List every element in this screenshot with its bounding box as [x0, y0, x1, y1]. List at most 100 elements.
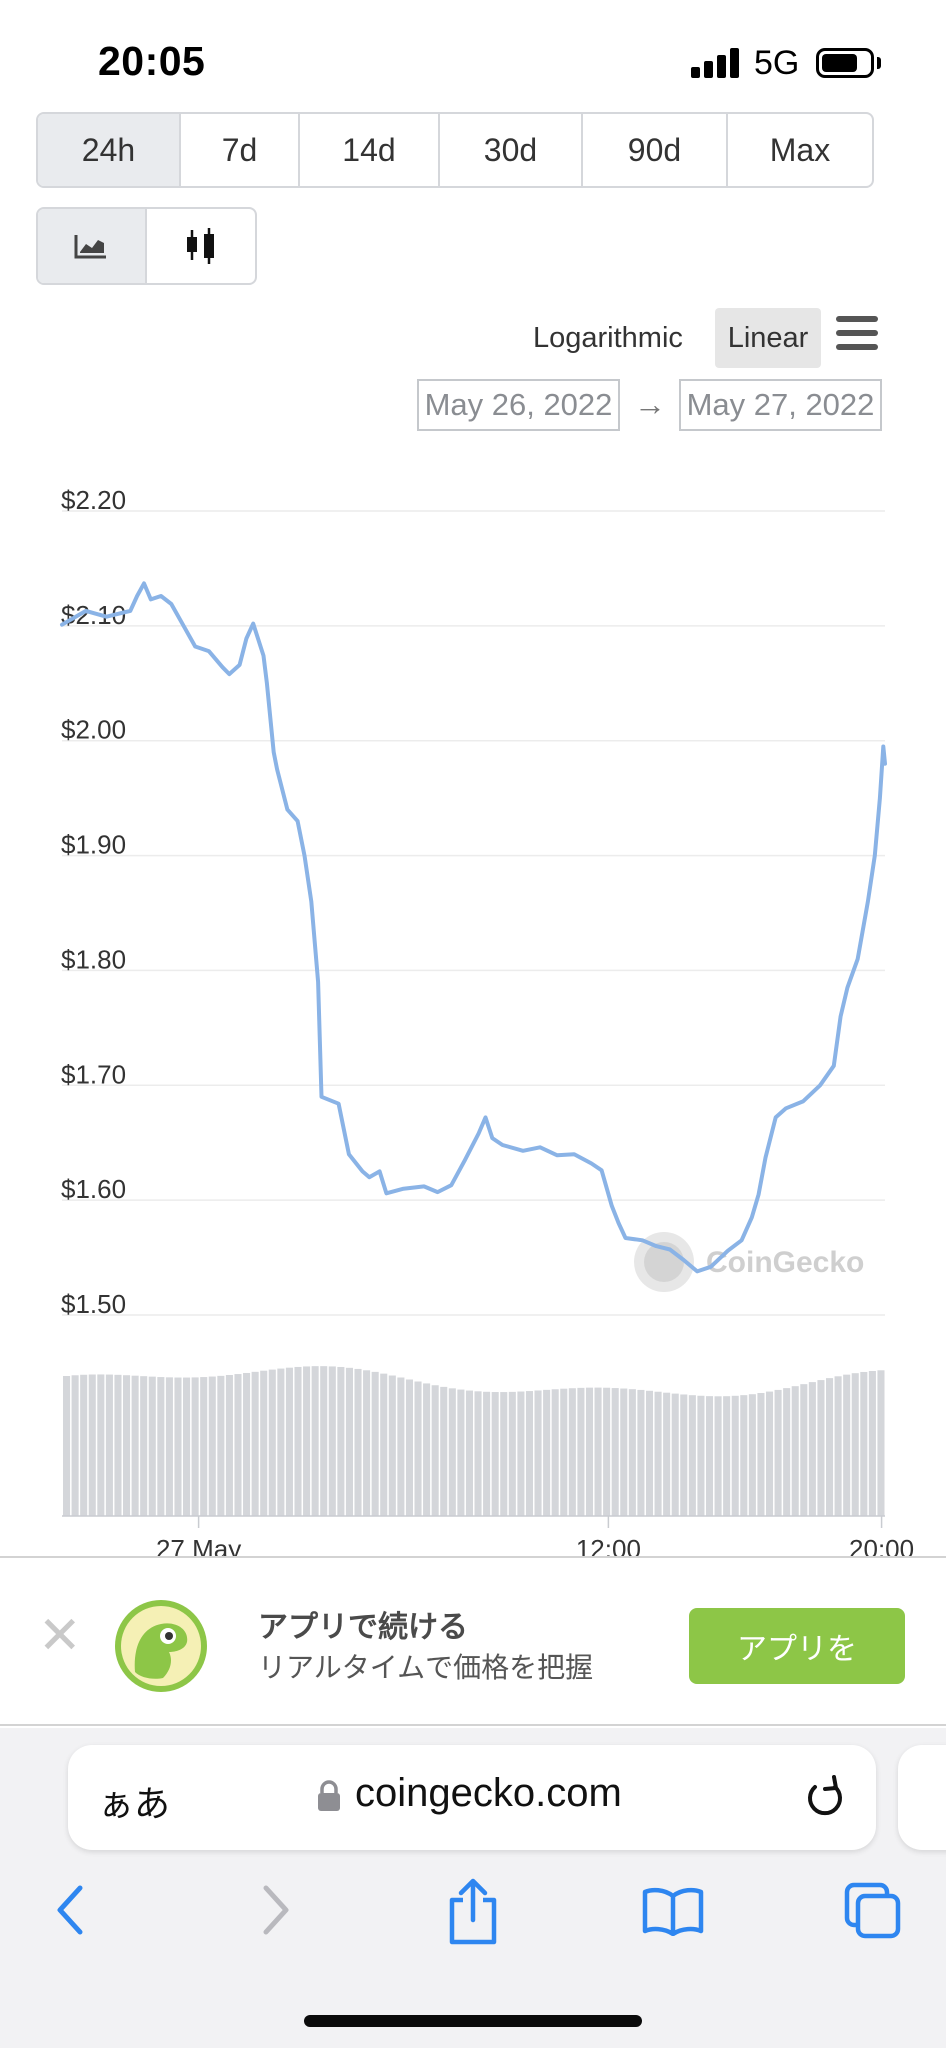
tab-label: 7d: [221, 131, 258, 168]
volume-bar: [405, 1379, 413, 1516]
y-tick-label: $1.70: [61, 1059, 126, 1089]
banner-title: アプリで続ける: [258, 1611, 468, 1644]
volume-bar: [577, 1387, 585, 1516]
volume-bar: [71, 1375, 79, 1516]
volume-bar: [217, 1375, 225, 1516]
volume-bar: [105, 1374, 113, 1516]
date-from-input[interactable]: May 26, 2022: [417, 379, 620, 431]
volume-bar: [285, 1367, 293, 1516]
volume-bar: [611, 1388, 619, 1516]
volume-bar: [628, 1389, 636, 1516]
volume-bar: [543, 1389, 551, 1516]
coingecko-logo: [115, 1600, 207, 1692]
volume-bar: [851, 1373, 859, 1516]
volume-bar: [243, 1372, 251, 1516]
next-tab-preview[interactable]: [898, 1745, 946, 1850]
app-promo-banner: ✕ アプリで続ける リアルタイムで価格を把握 アプリを: [0, 1556, 946, 1726]
volume-bar: [620, 1388, 628, 1516]
tab-24h[interactable]: 24h: [38, 114, 181, 186]
volume-bar: [80, 1374, 88, 1516]
y-tick-label: $2.00: [61, 715, 126, 745]
volume-bar: [63, 1376, 71, 1516]
volume-bar: [371, 1371, 379, 1516]
volume-bar: [157, 1377, 165, 1516]
tab-14d[interactable]: 14d: [300, 114, 440, 186]
volume-bar: [380, 1373, 388, 1516]
forward-icon[interactable]: [256, 1880, 296, 1940]
logarithmic-button[interactable]: Logarithmic: [533, 321, 683, 354]
chart-grid: [62, 510, 885, 1316]
volume-bar: [131, 1375, 139, 1516]
volume-bar: [345, 1367, 353, 1516]
volume-bar: [363, 1370, 371, 1516]
tab-90d[interactable]: 90d: [583, 114, 728, 186]
battery-icon: [816, 48, 874, 78]
linear-button[interactable]: Linear: [715, 308, 821, 368]
y-tick-label: $2.20: [61, 485, 126, 515]
volume-bar: [525, 1391, 534, 1516]
volume-bar: [688, 1395, 696, 1516]
open-app-button[interactable]: アプリを: [689, 1608, 905, 1684]
volume-bar: [474, 1391, 482, 1516]
date-to-input[interactable]: May 27, 2022: [679, 379, 882, 431]
volume-bar: [800, 1384, 808, 1516]
y-tick-label: $1.80: [61, 944, 126, 974]
line-chart-icon: [74, 235, 107, 259]
tab-label: 30d: [483, 131, 538, 168]
volume-bar: [637, 1389, 645, 1516]
volume-bars: [62, 1366, 885, 1517]
volume-bar: [714, 1396, 722, 1516]
volume-bar: [594, 1387, 602, 1516]
price-line: [60, 581, 887, 1274]
volume-bar: [491, 1392, 499, 1516]
tab-30d[interactable]: 30d: [440, 114, 583, 186]
volume-bar: [825, 1378, 834, 1516]
volume-bar: [268, 1369, 276, 1516]
hamburger-menu-icon[interactable]: [836, 316, 880, 352]
volume-bar: [697, 1395, 705, 1516]
url-text: coingecko.com: [355, 1771, 622, 1815]
candlestick-button[interactable]: [147, 209, 256, 283]
volume-bar: [140, 1376, 148, 1516]
volume-bar: [303, 1366, 311, 1516]
volume-bar: [765, 1391, 774, 1516]
tab-7d[interactable]: 7d: [181, 114, 300, 186]
price-chart[interactable]: $2.20$2.10$2.00$1.90$1.80$1.70$1.60$1.50…: [0, 460, 946, 1560]
volume-bar: [165, 1377, 173, 1516]
x-tick-label: 12:00: [576, 1534, 641, 1560]
line-chart-button[interactable]: [38, 209, 147, 283]
volume-bar: [560, 1388, 568, 1516]
volume-bar: [868, 1370, 876, 1516]
share-icon[interactable]: [446, 1878, 500, 1946]
volume-bar: [208, 1376, 216, 1516]
bookmarks-icon[interactable]: [642, 1886, 704, 1936]
date-range-arrow: →: [634, 386, 666, 422]
y-axis-labels: $2.20$2.10$2.00$1.90$1.80$1.70$1.60$1.50: [61, 485, 126, 1319]
volume-bar: [748, 1394, 756, 1516]
volume-bar: [328, 1366, 336, 1516]
home-indicator: [304, 2015, 642, 2027]
tab-label: 24h: [81, 131, 136, 168]
volume-bar: [423, 1383, 431, 1516]
volume-bar: [320, 1366, 328, 1516]
close-icon[interactable]: ✕: [38, 1607, 82, 1665]
back-icon[interactable]: [50, 1880, 90, 1940]
tabs-icon[interactable]: [844, 1882, 902, 1940]
volume-bar: [337, 1366, 345, 1516]
volume-bar: [808, 1382, 816, 1516]
x-tick-label: 27 May: [156, 1534, 241, 1560]
page-settings-button[interactable]: ぁあ: [98, 1783, 171, 1824]
candlestick-icon: [186, 228, 214, 264]
volume-bar: [723, 1396, 731, 1516]
tab-label: 90d: [627, 131, 682, 168]
volume-bar: [88, 1374, 96, 1516]
address-bar[interactable]: ぁあ coingecko.com: [68, 1745, 876, 1850]
reload-icon[interactable]: [801, 1773, 847, 1823]
volume-bar: [183, 1377, 191, 1516]
volume-bar: [448, 1388, 456, 1516]
volume-bar: [260, 1370, 268, 1516]
x-axis-labels: 27 May 12:00 20:00: [156, 1516, 914, 1560]
volume-bar: [663, 1392, 671, 1516]
tab-max[interactable]: Max: [728, 114, 872, 186]
banner-subtitle: リアルタイムで価格を把握: [258, 1652, 594, 1683]
